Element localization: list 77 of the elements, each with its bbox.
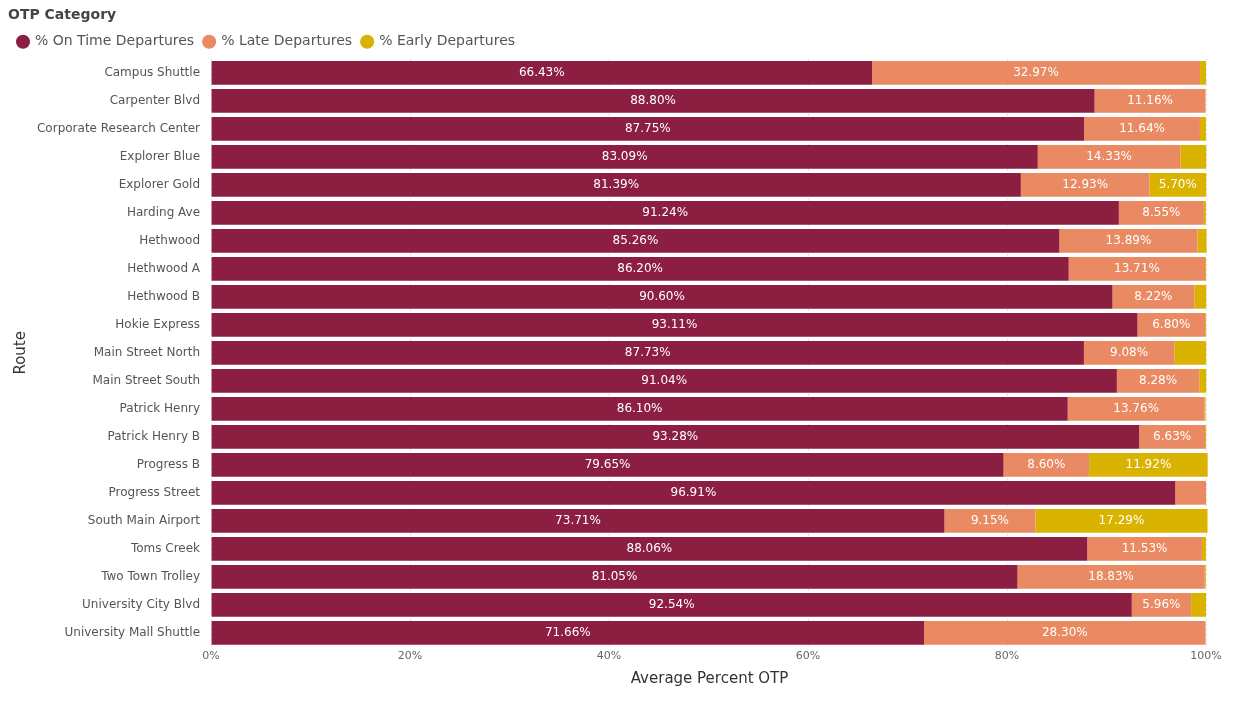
data-label: 6.63% <box>1153 428 1192 443</box>
legend-title: OTP Category <box>8 5 117 22</box>
data-label: 87.73% <box>624 344 671 359</box>
y-tick-label: Hethwood <box>139 232 201 247</box>
data-label: 73.71% <box>555 512 601 527</box>
y-tick-label: University City Blvd <box>82 596 201 611</box>
data-label: 96.91% <box>670 484 717 499</box>
y-axis-title: Route <box>10 331 29 375</box>
y-tick-label: Hethwood A <box>127 260 201 275</box>
y-tick-label: Toms Creek <box>129 540 201 555</box>
data-label: 13.71% <box>1114 260 1160 275</box>
data-label: 13.89% <box>1105 232 1152 247</box>
data-label: 8.28% <box>1138 372 1178 387</box>
data-label: 91.04% <box>641 372 688 387</box>
data-label: 86.20% <box>617 260 664 275</box>
data-label: 93.11% <box>651 316 698 331</box>
data-label: 90.60% <box>639 288 685 303</box>
data-label: 8.60% <box>1027 456 1066 471</box>
y-tick-label: Patrick Henry B <box>107 428 201 443</box>
data-label: 87.75% <box>624 120 671 135</box>
data-label: 86.10% <box>616 400 663 415</box>
data-label: 9.08% <box>1110 344 1149 359</box>
data-label: 11.64% <box>1119 120 1165 135</box>
data-label: 6.80% <box>1152 316 1191 331</box>
x-axis-title: Average Percent OTP <box>630 668 789 687</box>
data-label: 81.39% <box>593 176 640 191</box>
y-tick-label: Patrick Henry <box>119 400 201 415</box>
data-label: 8.22% <box>1134 288 1173 303</box>
y-tick-label: Hethwood B <box>127 288 201 303</box>
data-label: 8.55% <box>1142 204 1181 219</box>
data-label: 17.29% <box>1098 512 1145 527</box>
data-label: 11.16% <box>1127 92 1173 107</box>
y-tick-label: Carpenter Blvd <box>109 92 201 107</box>
y-tick-label: Campus Shuttle <box>104 64 201 79</box>
data-label: 83.09% <box>601 148 648 163</box>
x-tick-label: 0% <box>202 649 220 663</box>
data-label: 92.54% <box>648 596 695 611</box>
y-tick-label: Two Town Trolley <box>100 568 201 583</box>
data-label: 9.15% <box>970 512 1010 527</box>
data-label: 12.93% <box>1062 176 1109 191</box>
data-label: 5.70% <box>1158 176 1197 191</box>
x-tick-label: 60% <box>795 649 821 663</box>
data-label: 11.92% <box>1125 456 1172 471</box>
x-tick-label: 100% <box>1190 649 1222 663</box>
x-tick-label: 40% <box>596 649 622 663</box>
data-label: 88.80% <box>630 92 676 107</box>
data-label: 5.96% <box>1142 596 1181 611</box>
legend-label: % Early Departures <box>379 32 516 49</box>
data-label: 91.24% <box>642 204 689 219</box>
data-label: 85.26% <box>612 232 659 247</box>
data-label: 66.43% <box>518 64 565 79</box>
y-tick-label: University Mall Shuttle <box>64 624 201 639</box>
data-label: 88.06% <box>626 540 673 555</box>
y-tick-label: Explorer Blue <box>119 148 201 163</box>
data-label: 81.05% <box>591 568 638 583</box>
y-tick-label: Hokie Express <box>115 316 201 331</box>
data-label: 32.97% <box>1013 64 1059 79</box>
y-tick-label: Explorer Gold <box>118 176 201 191</box>
data-label: 71.66% <box>544 624 591 639</box>
data-label: 79.65% <box>584 456 631 471</box>
y-tick-label: Main Street North <box>93 344 201 359</box>
y-tick-label: Progress Street <box>108 484 201 499</box>
data-label: 14.33% <box>1086 148 1132 163</box>
y-tick-label: South Main Airport <box>87 512 201 527</box>
data-label: 13.76% <box>1113 400 1160 415</box>
data-label: 11.53% <box>1121 540 1168 555</box>
data-label: 28.30% <box>1041 624 1088 639</box>
y-tick-label: Progress B <box>136 456 201 471</box>
x-tick-label: 20% <box>397 649 423 663</box>
y-tick-label: Main Street South <box>92 372 201 387</box>
legend-label: % Late Departures <box>221 32 353 49</box>
y-tick-label: Harding Ave <box>126 204 201 219</box>
data-label: 18.83% <box>1088 568 1135 583</box>
data-label: 93.28% <box>652 428 699 443</box>
x-tick-label: 80% <box>994 649 1020 663</box>
legend-label: % On Time Departures <box>35 32 195 49</box>
y-tick-label: Corporate Research Center <box>36 120 201 135</box>
